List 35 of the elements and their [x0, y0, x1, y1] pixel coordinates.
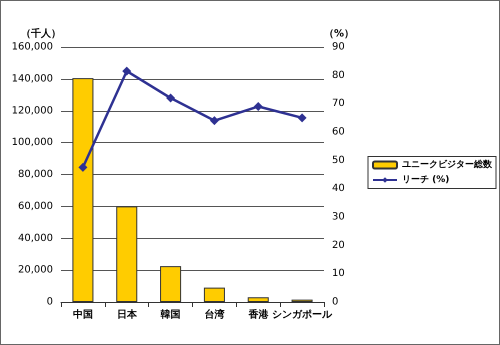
y-tick-label: 60,000	[18, 200, 53, 212]
x-tick-label: シンガポール	[272, 310, 334, 320]
x-tick-label: 香港	[247, 308, 270, 320]
y2-tick-label: 80	[332, 70, 345, 81]
x-tick-label: 中国	[72, 308, 93, 320]
point	[78, 162, 88, 172]
y-tick-label: 0	[46, 296, 53, 308]
y2-axis-title: （%）	[324, 28, 354, 40]
x-tick-label: 韓国	[160, 308, 181, 320]
point	[122, 66, 132, 76]
legend-label: リーチ (%)	[402, 175, 450, 185]
point	[210, 116, 219, 126]
y2-tick-label: 50	[332, 154, 345, 166]
y-tick-label: 20,000	[18, 264, 53, 276]
y2-tick-label: 0	[332, 296, 338, 308]
y2-tick-label: 70	[332, 98, 345, 110]
point	[254, 102, 263, 111]
point	[298, 113, 307, 122]
y-tick-label: 100,000	[12, 137, 53, 148]
y-tick-label: 80,000	[18, 169, 53, 180]
y2-tick-label: 30	[332, 212, 345, 222]
legend-label: ユニークビジター総数	[402, 159, 493, 170]
x-tick-label: 台湾	[204, 308, 226, 320]
y-tick-label: 40,000	[18, 232, 53, 244]
y2-tick-label: 60	[332, 126, 345, 138]
y2-tick-label: 20	[332, 240, 345, 251]
y2-tick-label: 10	[332, 268, 345, 280]
y-tick-label: 120,000	[12, 105, 53, 116]
y-tick-label: 140,000	[12, 73, 53, 84]
x-tick-label: 日本	[116, 308, 138, 320]
point	[166, 94, 176, 102]
y-tick-label: 160,000	[12, 42, 53, 52]
y-axis-title: （千人）	[21, 28, 61, 40]
y2-tick-label: 90	[332, 42, 345, 52]
y2-tick-label: 40	[332, 183, 345, 194]
